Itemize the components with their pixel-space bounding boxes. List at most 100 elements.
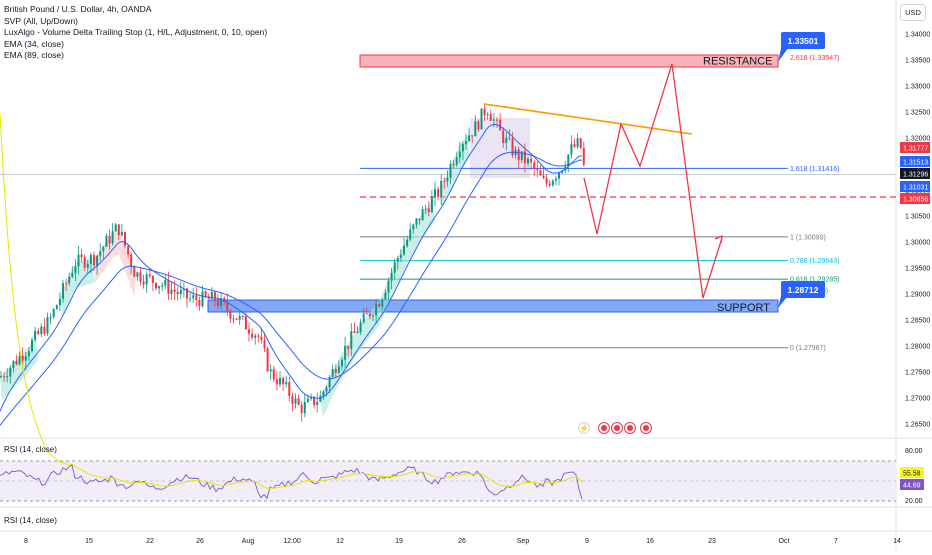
candle-body xyxy=(235,318,238,320)
candle-body xyxy=(266,348,269,372)
candle-body xyxy=(186,288,188,299)
candle-body xyxy=(71,273,74,277)
candle-body xyxy=(232,318,235,320)
time-axis-label: 9 xyxy=(585,538,589,545)
price-projection-path[interactable] xyxy=(583,63,723,299)
symbol-title[interactable]: British Pound / U.S. Dollar, 4h, OANDA xyxy=(4,4,152,14)
time-axis[interactable]: 8 15 22 26 Aug 12:00 12 19 26 Sep 9 16 23 Oct 7 14 xyxy=(24,538,901,545)
candle-body xyxy=(424,208,427,210)
candle-body xyxy=(344,345,347,360)
fib-retracement[interactable]: 1.618 (1.31416) 1 (1.30099) 0.786 (1.29643… xyxy=(360,166,839,352)
candle-body xyxy=(499,119,502,131)
candle-body xyxy=(248,329,250,334)
candle-body xyxy=(74,266,77,274)
time-axis-label: Oct xyxy=(779,538,790,545)
price-axis[interactable]: 1.34000 1.33500 1.33000 1.32500 1.32000 1.315… xyxy=(905,32,930,429)
candle-body xyxy=(46,317,49,334)
candle-body xyxy=(15,360,18,365)
rsi-ma-line xyxy=(0,113,583,489)
candle-body xyxy=(582,147,585,165)
candle-body xyxy=(272,369,275,380)
candle-body xyxy=(55,305,58,310)
price-axis-label: 1.29500 xyxy=(905,266,930,273)
candle-body xyxy=(111,231,114,244)
time-axis-label: Aug xyxy=(242,538,255,545)
candle-body xyxy=(303,401,306,414)
candle-body xyxy=(173,289,176,292)
candle-body xyxy=(204,291,207,297)
price-axis-label: 1.32000 xyxy=(905,136,930,143)
candle-body xyxy=(161,285,164,287)
candle-body xyxy=(393,262,396,273)
candle-body xyxy=(37,331,40,334)
fib-level: 1 (1.30099) xyxy=(360,234,826,241)
event-icons[interactable]: ⚡ xyxy=(578,422,652,434)
candle-body xyxy=(297,398,300,405)
currency-button[interactable]: USD xyxy=(900,4,926,21)
candle-body xyxy=(480,108,483,130)
price-tag: 1.31777 xyxy=(900,142,930,153)
candle-body xyxy=(21,355,24,361)
candle-body xyxy=(40,326,43,334)
candle-body xyxy=(93,254,95,266)
candle-body xyxy=(58,298,61,306)
candle-body xyxy=(148,274,151,276)
candle-body xyxy=(291,396,294,404)
candle-body xyxy=(201,291,204,307)
candle-body xyxy=(334,369,337,373)
price-axis-label: 1.30000 xyxy=(905,240,930,247)
chart-legend: British Pound / U.S. Dollar, 4h, OANDA S… xyxy=(4,4,267,62)
candle-body xyxy=(579,138,582,148)
candle-body xyxy=(3,376,6,378)
candle-body xyxy=(18,355,21,365)
descending-trendline[interactable] xyxy=(483,103,693,135)
candle-body xyxy=(458,151,461,158)
candle-body xyxy=(341,359,343,367)
candle-body xyxy=(244,316,247,330)
candle-body xyxy=(508,137,511,139)
price-tag: 1.30856 xyxy=(900,193,930,204)
price-tags: 1.31777 1.31513 1.31296 1.31031 1.30856 xyxy=(900,142,930,204)
time-axis-label: 8 xyxy=(24,538,28,545)
indicator-luxalgo[interactable]: LuxAlgo - Volume Delta Trailing Stop (1,… xyxy=(4,27,268,37)
candle-body xyxy=(399,254,402,259)
price-tag: 1.31031 xyxy=(900,181,930,192)
trailing-stop-band xyxy=(95,229,135,299)
candle-body xyxy=(368,313,371,317)
projection-arrowhead xyxy=(714,234,723,244)
candle-body xyxy=(505,137,508,144)
support-zone[interactable] xyxy=(207,299,779,313)
candle-body xyxy=(213,292,216,301)
candle-body xyxy=(365,313,368,315)
candle-body xyxy=(440,180,443,197)
rsi-legend-1[interactable]: RSI (14, close) xyxy=(4,445,57,454)
time-axis-label: 22 xyxy=(146,538,154,545)
indicator-ema89[interactable]: EMA (89, close) xyxy=(4,50,64,60)
candle-body xyxy=(43,326,46,334)
candle-body xyxy=(430,197,433,213)
candle-body xyxy=(282,377,285,385)
candle-body xyxy=(65,283,68,285)
candle-body xyxy=(434,189,436,198)
price-axis-label: 1.33500 xyxy=(905,58,930,65)
candle-body xyxy=(279,377,281,385)
candle-body xyxy=(520,151,523,161)
indicator-svp[interactable]: SVP (All, Up/Down) xyxy=(4,15,79,26)
resistance-zone[interactable] xyxy=(359,54,779,68)
candle-body xyxy=(130,254,133,267)
candle-body xyxy=(257,335,260,337)
price-axis-label: 1.29000 xyxy=(905,292,930,299)
candle-body xyxy=(238,315,241,320)
rsi-legend-2[interactable]: RSI (14, close) xyxy=(4,516,57,525)
rsi-axis: 80.00 20.00 55.58 44.69 xyxy=(900,448,924,505)
time-axis-label: 15 xyxy=(85,538,93,545)
indicator-ema34[interactable]: EMA (34, close) xyxy=(4,38,64,49)
candle-body xyxy=(12,360,15,368)
svg-text:0.786 (1.29643): 0.786 (1.29643) xyxy=(790,258,839,265)
candle-body xyxy=(567,154,570,167)
candle-body xyxy=(542,175,545,179)
candle-body xyxy=(403,245,405,255)
price-axis-label: 1.27500 xyxy=(905,370,930,377)
